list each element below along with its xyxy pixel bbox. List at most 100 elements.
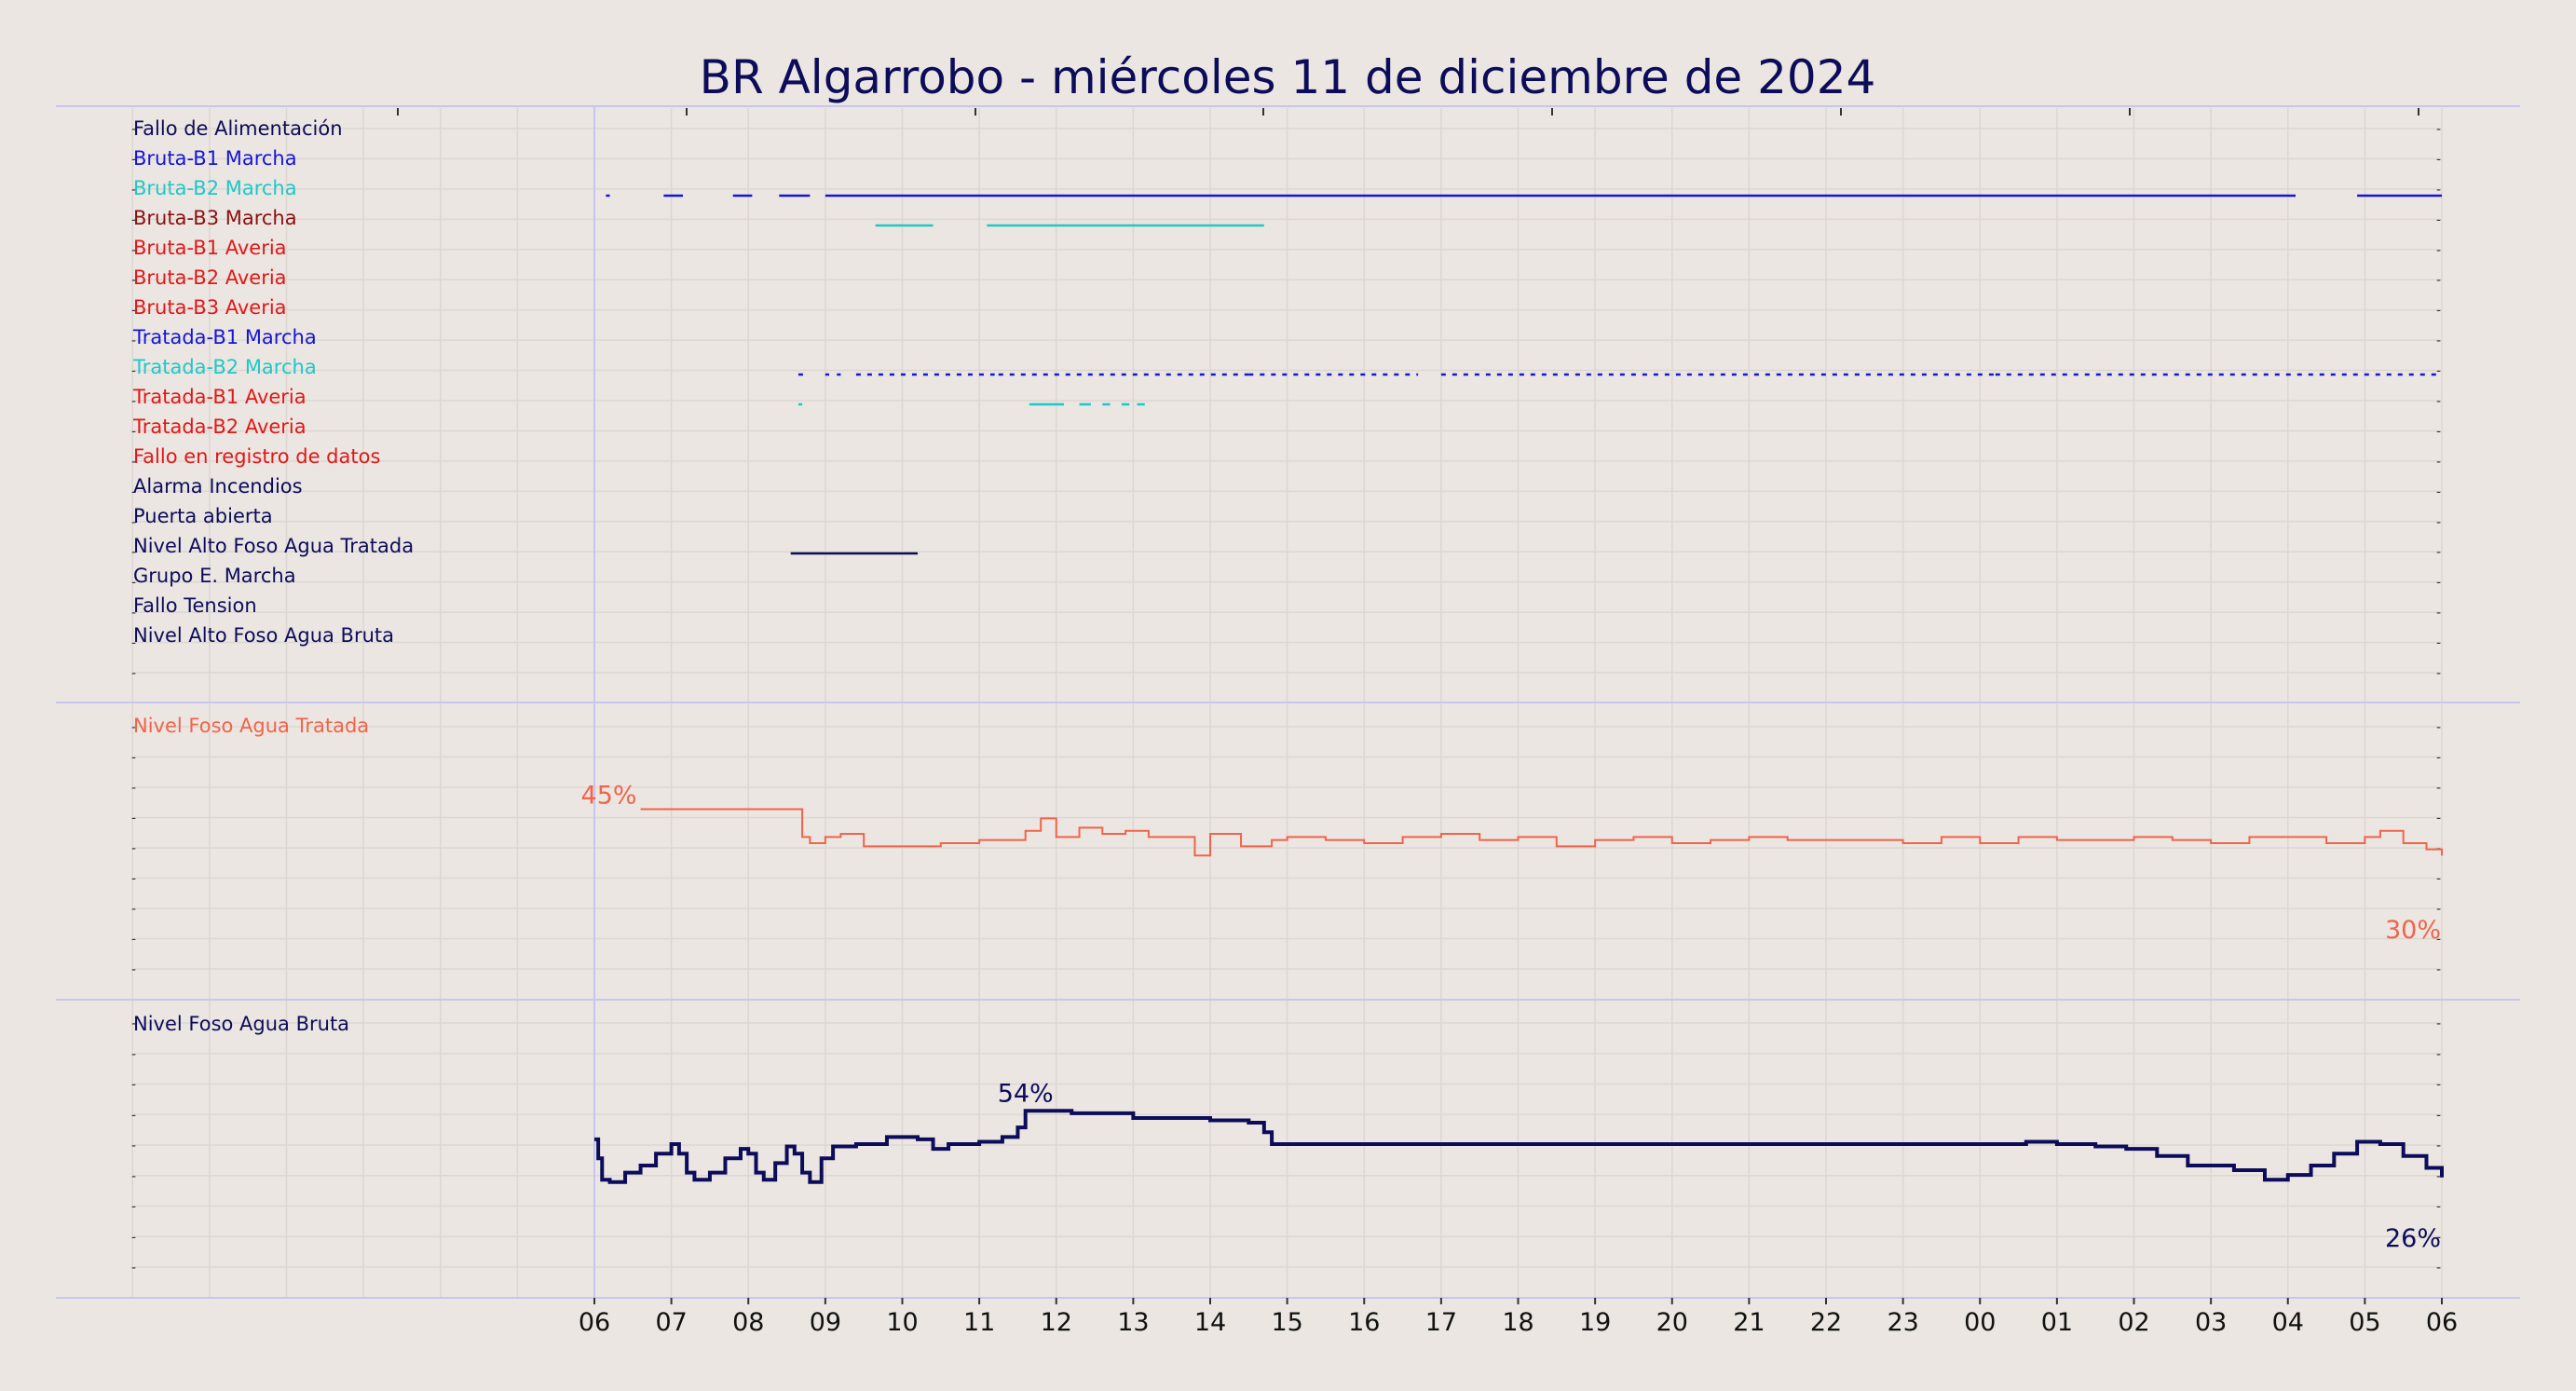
x-tick-label: 05 bbox=[2349, 1308, 2380, 1337]
x-tick-label: 02 bbox=[2118, 1308, 2149, 1337]
signal-label: Puerta abierta bbox=[133, 505, 273, 527]
grid-tick-mark: - bbox=[2436, 304, 2441, 319]
grid-tick-mark: - bbox=[2436, 484, 2441, 499]
grid-tick-mark: - bbox=[131, 243, 136, 258]
x-tick-label: 22 bbox=[1810, 1308, 1842, 1337]
grid-tick-mark: - bbox=[131, 606, 136, 620]
x-tick-label: 04 bbox=[2272, 1308, 2304, 1337]
grid-tick-mark: - bbox=[131, 811, 136, 826]
x-tick-label: 01 bbox=[2041, 1308, 2073, 1337]
grid-tick-mark: - bbox=[131, 841, 136, 856]
signal-label: Fallo en registro de datos bbox=[133, 445, 380, 468]
grid-tick-mark: - bbox=[131, 455, 136, 470]
grid-tick-mark: - bbox=[131, 902, 136, 917]
grid-tick-mark: - bbox=[2436, 1261, 2441, 1275]
tratada-start-label: 45% bbox=[581, 781, 637, 810]
x-tick-label: 06 bbox=[579, 1308, 610, 1337]
x-tick-label: 15 bbox=[1271, 1308, 1302, 1337]
grid-tick-mark: - bbox=[2436, 1230, 2441, 1245]
grid-tick-mark: - bbox=[131, 1200, 136, 1215]
grid-tick-mark: - bbox=[131, 1108, 136, 1123]
signal-label: Tratada-B1 Averia bbox=[132, 386, 307, 408]
x-tick-label: 23 bbox=[1887, 1308, 1918, 1337]
x-axis: 06 07 08 09 10 11 12 13 14 15 16 17 18 19 20 21 22 23 00 01… bbox=[579, 1298, 2458, 1337]
grid-tick-mark: - bbox=[2436, 902, 2441, 917]
signal-label: Tratada-B2 Marcha bbox=[132, 356, 317, 378]
x-tick-label: 08 bbox=[732, 1308, 764, 1337]
grid-tick-mark: - bbox=[2436, 811, 2441, 826]
grid-tick-mark: - bbox=[2436, 781, 2441, 796]
grid-tick-mark: - bbox=[2436, 212, 2441, 227]
x-tick-label: 10 bbox=[886, 1308, 918, 1337]
grid-tick-mark: - bbox=[131, 1016, 136, 1031]
grid-tick-mark: - bbox=[131, 545, 136, 560]
chart-title: BR Algarrobo - miércoles 11 de diciembre… bbox=[700, 50, 1876, 104]
tratada-series-line bbox=[640, 808, 2443, 857]
signal-label: Fallo Tension bbox=[133, 594, 257, 617]
grid-tick-mark: - bbox=[2436, 334, 2441, 348]
grid-tick-mark: - bbox=[2436, 424, 2441, 439]
signal-label: Bruta-B2 Marcha bbox=[133, 177, 297, 199]
bruta-end-label: 26% bbox=[2385, 1224, 2441, 1253]
grid-tick-mark: - bbox=[2436, 394, 2441, 409]
nivel-bruta-panel: Nivel Foso Agua Bruta 54% 26% bbox=[133, 1013, 2444, 1253]
x-tick-label: 16 bbox=[1348, 1308, 1380, 1337]
grid-tick-mark: - bbox=[2436, 122, 2441, 137]
signal-label: Nivel Alto Foso Agua Bruta bbox=[133, 624, 394, 647]
grid-tick-mark: - bbox=[2436, 1169, 2441, 1184]
grid-tick-mark: - bbox=[2436, 455, 2441, 470]
grid-tick-mark: - bbox=[2436, 1078, 2441, 1093]
signal-label: Fallo de Alimentación bbox=[133, 117, 343, 140]
signal-label: Tratada-B2 Averia bbox=[132, 416, 307, 438]
x-tick-label: 17 bbox=[1425, 1308, 1457, 1337]
grid-tick-mark: - bbox=[2436, 515, 2441, 530]
grid-tick-mark: - bbox=[131, 515, 136, 530]
grid-tick-mark: - bbox=[131, 364, 136, 379]
grid-tick-mark: - bbox=[131, 1078, 136, 1093]
grid-tick-mark: - bbox=[2436, 636, 2441, 651]
grid-tick-mark: - bbox=[2436, 1200, 2441, 1215]
grid-tick-mark: - bbox=[2436, 545, 2441, 560]
grid-tick-mark: - bbox=[131, 962, 136, 977]
tratada-label: Nivel Foso Agua Tratada bbox=[133, 715, 369, 737]
grid-tick-mark: - bbox=[131, 576, 136, 591]
grid-tick-mark: - bbox=[2436, 576, 2441, 591]
signal-label: Nivel Alto Foso Agua Tratada bbox=[133, 535, 414, 557]
grid-tick-mark: - bbox=[131, 122, 136, 137]
signal-label: Bruta-B2 Averia bbox=[133, 266, 287, 289]
x-tick-label: 11 bbox=[963, 1308, 995, 1337]
x-tick-label: 20 bbox=[1656, 1308, 1688, 1337]
x-tick-label: 21 bbox=[1733, 1308, 1765, 1337]
grid-tick-mark: - bbox=[2436, 872, 2441, 887]
grid-tick-mark: - bbox=[131, 720, 136, 735]
grid-tick-mark: - bbox=[131, 1047, 136, 1062]
grid-tick-mark: - bbox=[131, 394, 136, 409]
x-tick-label: 12 bbox=[1041, 1308, 1072, 1337]
nivel-tratada-panel: Nivel Foso Agua Tratada 45% 30% bbox=[133, 715, 2443, 945]
grid-tick-mark: - bbox=[131, 781, 136, 796]
grid-tick-mark: - bbox=[131, 751, 136, 766]
grid-tick-mark: - bbox=[2436, 364, 2441, 379]
grid-tick-mark: - bbox=[2436, 1139, 2441, 1153]
x-tick-label: 07 bbox=[655, 1308, 687, 1337]
grid-tick-mark: - bbox=[131, 666, 136, 681]
digital-signals-panel: Fallo de Alimentación Bruta-B1 Marcha Brut… bbox=[132, 117, 2442, 647]
grid-tick-mark: - bbox=[131, 304, 136, 319]
x-tick-label: 00 bbox=[1964, 1308, 1996, 1337]
tratada-end-label: 30% bbox=[2385, 916, 2441, 945]
grid-tick-mark: - bbox=[2436, 273, 2441, 288]
grid-tick-mark: - bbox=[131, 183, 136, 198]
grid-tick-mark: - bbox=[131, 872, 136, 887]
grid-tick-mark: - bbox=[131, 933, 136, 948]
x-tick-label: 13 bbox=[1117, 1308, 1149, 1337]
x-tick-label: 09 bbox=[810, 1308, 841, 1337]
grid-tick-mark: - bbox=[131, 334, 136, 348]
signal-label: Alarma Incendios bbox=[133, 475, 303, 498]
signal-label: Bruta-B1 Marcha bbox=[133, 147, 297, 170]
x-tick-label: 06 bbox=[2426, 1308, 2458, 1337]
grid-tick-mark: - bbox=[131, 273, 136, 288]
grid-tick-mark: - bbox=[2436, 183, 2441, 198]
bruta-label: Nivel Foso Agua Bruta bbox=[133, 1013, 349, 1035]
grid-tick-mark: - bbox=[131, 424, 136, 439]
x-tick-label: 18 bbox=[1502, 1308, 1533, 1337]
